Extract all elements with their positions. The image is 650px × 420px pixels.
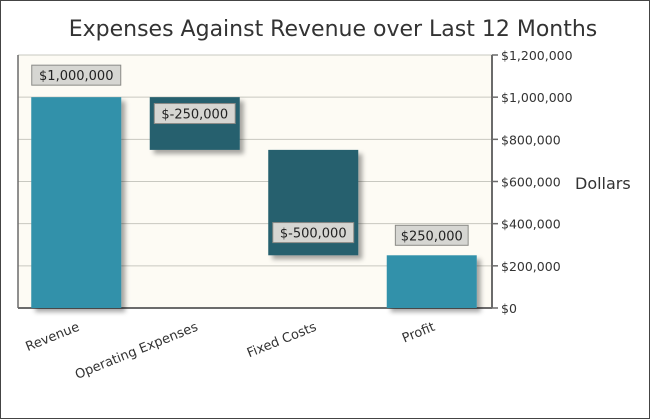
x-tick-label: Operating Expenses [73, 320, 200, 383]
data-label: $1,000,000 [31, 64, 122, 86]
y-tick-label: $600,000 [501, 175, 561, 190]
y-tick-label: $1,200,000 [501, 48, 573, 63]
y-tick-label: $200,000 [501, 259, 561, 274]
data-label-text: $-500,000 [280, 227, 347, 242]
y-tick-label: $1,000,000 [501, 90, 573, 105]
chart-title: Expenses Against Revenue over Last 12 Mo… [69, 17, 598, 42]
y-axis-title: Dollars [575, 174, 631, 193]
x-tick-label: Profit [400, 320, 437, 347]
y-tick-label: $400,000 [501, 217, 561, 232]
bar-profit [386, 255, 477, 308]
x-tick-label: Revenue [24, 320, 82, 355]
data-label-text: $-250,000 [161, 108, 228, 123]
y-tick-label: $0 [501, 301, 517, 316]
x-tick-label: Fixed Costs [245, 320, 319, 362]
data-label: $-250,000 [153, 103, 236, 125]
data-label-box [272, 222, 355, 244]
y-tick-label: $800,000 [501, 132, 561, 147]
data-label-box [153, 103, 236, 125]
plot-area: $0 $200,000 $400,000 $600,000 $800,000 $1,000… [17, 48, 573, 383]
bar-revenue [31, 97, 122, 309]
data-label-text: $1,000,000 [39, 69, 113, 84]
data-label: $250,000 [394, 224, 469, 246]
data-label-text: $250,000 [401, 229, 463, 244]
data-label-box [394, 224, 469, 246]
data-label-box [31, 64, 122, 86]
data-label: $-500,000 [272, 222, 355, 244]
